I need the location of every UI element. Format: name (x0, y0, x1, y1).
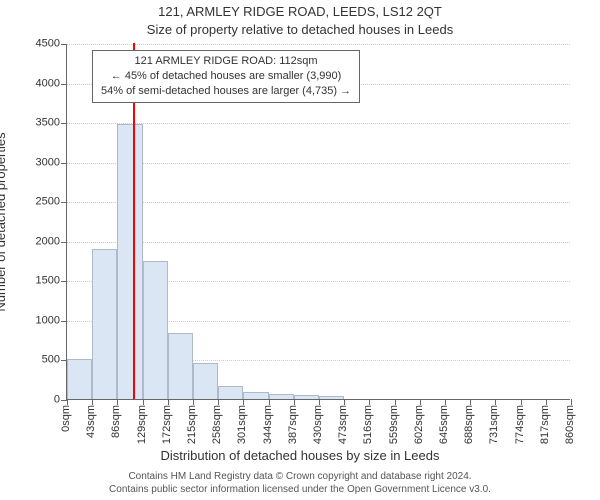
y-tick-label: 1000 (10, 315, 60, 326)
footer-attribution: Contains HM Land Registry data © Crown c… (0, 471, 600, 496)
x-tick-label: 774sqm (514, 405, 526, 444)
y-tick (61, 84, 67, 85)
y-tick (61, 242, 67, 243)
x-tick-label: 516sqm (362, 405, 374, 444)
x-tick-label: 301sqm (236, 405, 248, 444)
x-tick-label: 430sqm (312, 405, 324, 444)
y-tick (61, 123, 67, 124)
histogram-bar (243, 392, 268, 399)
x-tick-label: 688sqm (463, 405, 475, 444)
histogram-bar (67, 359, 92, 399)
x-tick-label: 215sqm (186, 405, 198, 444)
x-tick-label: 172sqm (161, 405, 173, 444)
x-tick-label: 0sqm (60, 405, 72, 432)
y-tick-label: 2000 (10, 236, 60, 247)
x-tick-label: 731sqm (488, 405, 500, 444)
x-tick-label: 258sqm (211, 405, 223, 444)
y-tick-label: 4500 (10, 39, 60, 50)
chart-container: 121, ARMLEY RIDGE ROAD, LEEDS, LS12 2QT … (0, 0, 600, 500)
x-tick-label: 344sqm (262, 405, 274, 444)
histogram-bar (294, 395, 319, 399)
y-tick-label: 2500 (10, 197, 60, 208)
y-tick (61, 163, 67, 164)
x-tick-label: 817sqm (539, 405, 551, 444)
footer-line2: Contains public sector information licen… (0, 484, 600, 497)
y-tick (61, 202, 67, 203)
y-tick (61, 44, 67, 45)
plot-area: 121 ARMLEY RIDGE ROAD: 112sqm ← 45% of d… (66, 44, 570, 400)
y-tick-label: 3000 (10, 157, 60, 168)
histogram-bar (218, 386, 243, 399)
x-tick-label: 559sqm (388, 405, 400, 444)
x-tick-label: 860sqm (564, 405, 576, 444)
x-tick-label: 602sqm (413, 405, 425, 444)
y-tick-label: 1500 (10, 276, 60, 287)
y-tick-label: 0 (10, 395, 60, 406)
x-tick-label: 645sqm (438, 405, 450, 444)
x-tick-label: 129sqm (136, 405, 148, 444)
y-tick (61, 321, 67, 322)
x-tick-label: 86sqm (110, 405, 122, 438)
gridline-h (67, 44, 570, 45)
histogram-bar (117, 124, 142, 399)
histogram-bar (168, 333, 193, 399)
histogram-bar (143, 261, 168, 399)
chart-title-line1: 121, ARMLEY RIDGE ROAD, LEEDS, LS12 2QT (0, 4, 600, 19)
y-tick-label: 500 (10, 355, 60, 366)
footer-line1: Contains HM Land Registry data © Crown c… (0, 471, 600, 484)
x-axis-title: Distribution of detached houses by size … (0, 448, 600, 463)
y-tick-label: 3500 (10, 118, 60, 129)
x-tick-label: 387sqm (287, 405, 299, 444)
annotation-line1: 121 ARMLEY RIDGE ROAD: 112sqm (101, 54, 351, 69)
y-tick-label: 4000 (10, 78, 60, 89)
y-tick (61, 281, 67, 282)
histogram-bar (319, 396, 344, 399)
chart-title-line2: Size of property relative to detached ho… (0, 22, 600, 37)
x-tick-label: 43sqm (85, 405, 97, 438)
histogram-bar (92, 249, 117, 399)
histogram-bar (193, 363, 218, 399)
x-tick-label: 473sqm (337, 405, 349, 444)
histogram-bar (269, 394, 294, 399)
annotation-line3: 54% of semi-detached houses are larger (… (101, 84, 351, 99)
y-axis-title: Number of detached properties (0, 132, 8, 311)
annotation-box: 121 ARMLEY RIDGE ROAD: 112sqm ← 45% of d… (92, 50, 360, 103)
annotation-line2: ← 45% of detached houses are smaller (3,… (101, 69, 351, 84)
